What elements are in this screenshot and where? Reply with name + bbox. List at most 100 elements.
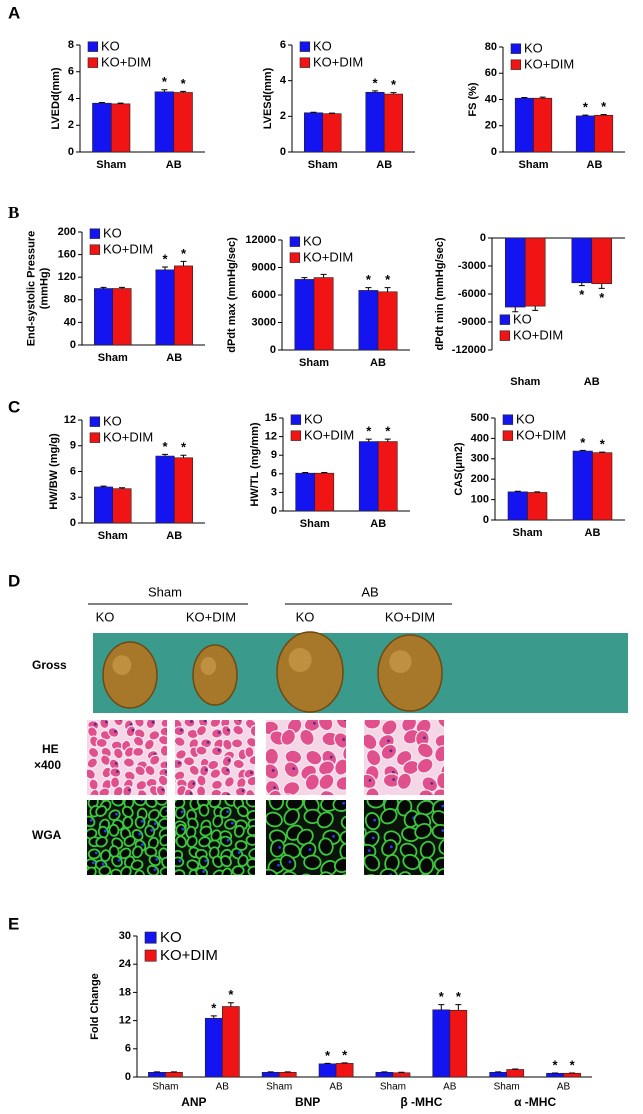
cell (340, 814, 346, 831)
cell (99, 874, 113, 875)
nucleus (231, 821, 234, 825)
cell (196, 785, 207, 795)
cell (437, 720, 444, 729)
bar (527, 492, 548, 521)
cell (147, 808, 160, 821)
cell (266, 868, 279, 875)
nucleus (81, 883, 84, 886)
cell (73, 824, 87, 838)
nucleus (115, 770, 119, 773)
bar (92, 102, 112, 153)
error-bar (365, 287, 372, 291)
cell (87, 768, 96, 780)
cell (266, 811, 283, 828)
nucleus (101, 862, 105, 866)
legend-label: KO+DIM (516, 427, 566, 442)
significance-label: * (162, 74, 168, 89)
nucleus (226, 810, 230, 814)
cell (451, 744, 471, 765)
cell (195, 745, 208, 756)
cell (122, 785, 133, 795)
nucleus (141, 843, 144, 847)
nucleus (226, 793, 230, 795)
cell (134, 869, 146, 875)
cell (249, 724, 255, 738)
bar (303, 112, 324, 153)
column-header: KO (96, 609, 115, 624)
micrograph (175, 720, 258, 795)
nucleus (90, 881, 93, 884)
nucleus (265, 880, 268, 883)
cell (380, 794, 396, 795)
cell (159, 834, 167, 847)
cell (87, 757, 99, 769)
bar (222, 1006, 240, 1078)
x-tick-label: AB (443, 1082, 457, 1093)
nucleus (190, 720, 193, 723)
cell (108, 823, 120, 837)
legend-swatch (502, 414, 514, 425)
cell (279, 854, 297, 872)
row-label: Gross (32, 658, 67, 672)
nucleus (254, 822, 255, 824)
nucleus (165, 809, 167, 813)
nucleus (465, 763, 468, 766)
micrograph-cells (364, 785, 467, 875)
panel-label: E (8, 914, 19, 933)
nucleus (114, 730, 117, 733)
legend-label: KO+DIM (524, 56, 574, 71)
cell (87, 817, 88, 829)
error-bar (512, 307, 519, 313)
cell (453, 808, 467, 825)
y-tick-label: 120 (58, 271, 76, 283)
x-tick-label: AB (370, 518, 386, 530)
cell (175, 869, 186, 875)
error-bar (100, 485, 107, 487)
bar (365, 91, 385, 153)
cell (364, 773, 377, 790)
cell (134, 815, 146, 829)
nucleus (226, 768, 230, 772)
x-tick-label: AB (584, 376, 600, 388)
error-bar (598, 283, 605, 289)
nucleus (117, 858, 121, 862)
legend-label: KO (103, 225, 122, 240)
nucleus (391, 770, 395, 774)
cell (107, 727, 120, 738)
nucleus (447, 785, 450, 788)
bar (155, 455, 175, 524)
nucleus (430, 781, 434, 785)
nucleus (444, 778, 447, 781)
bar (335, 1063, 354, 1078)
panel-label: A (8, 3, 20, 22)
group-label: BNP (295, 1095, 320, 1109)
cell (71, 867, 85, 881)
bar (112, 288, 132, 346)
y-tick-label: 3000 (252, 316, 276, 328)
cell (396, 772, 412, 790)
cell (148, 730, 161, 741)
nucleus (308, 880, 311, 883)
x-tick-label: Sham (98, 352, 128, 364)
cell (71, 785, 85, 799)
error-bar (302, 472, 309, 474)
significance-label: * (385, 272, 391, 287)
nucleus (269, 874, 273, 875)
cell (75, 785, 88, 796)
cell (121, 805, 134, 818)
legend-label: KO+DIM (313, 54, 363, 69)
nucleus (292, 767, 296, 771)
heart-highlight (288, 648, 312, 672)
bar (295, 472, 316, 512)
nucleus (332, 834, 335, 838)
bar (432, 1009, 451, 1078)
cell (210, 746, 224, 757)
nucleus (255, 758, 258, 761)
significance-label: * (553, 1057, 559, 1072)
cell (224, 776, 235, 788)
nucleus (81, 851, 84, 854)
error-bar (582, 114, 589, 116)
cell (145, 720, 157, 730)
bar (314, 472, 335, 512)
cell (175, 749, 187, 760)
